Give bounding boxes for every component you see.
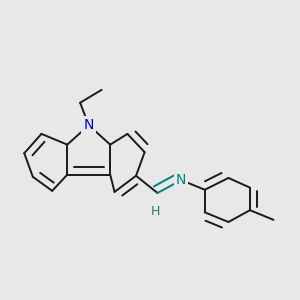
Text: N: N (84, 118, 94, 132)
Text: H: H (151, 205, 160, 218)
Text: N: N (176, 173, 186, 187)
